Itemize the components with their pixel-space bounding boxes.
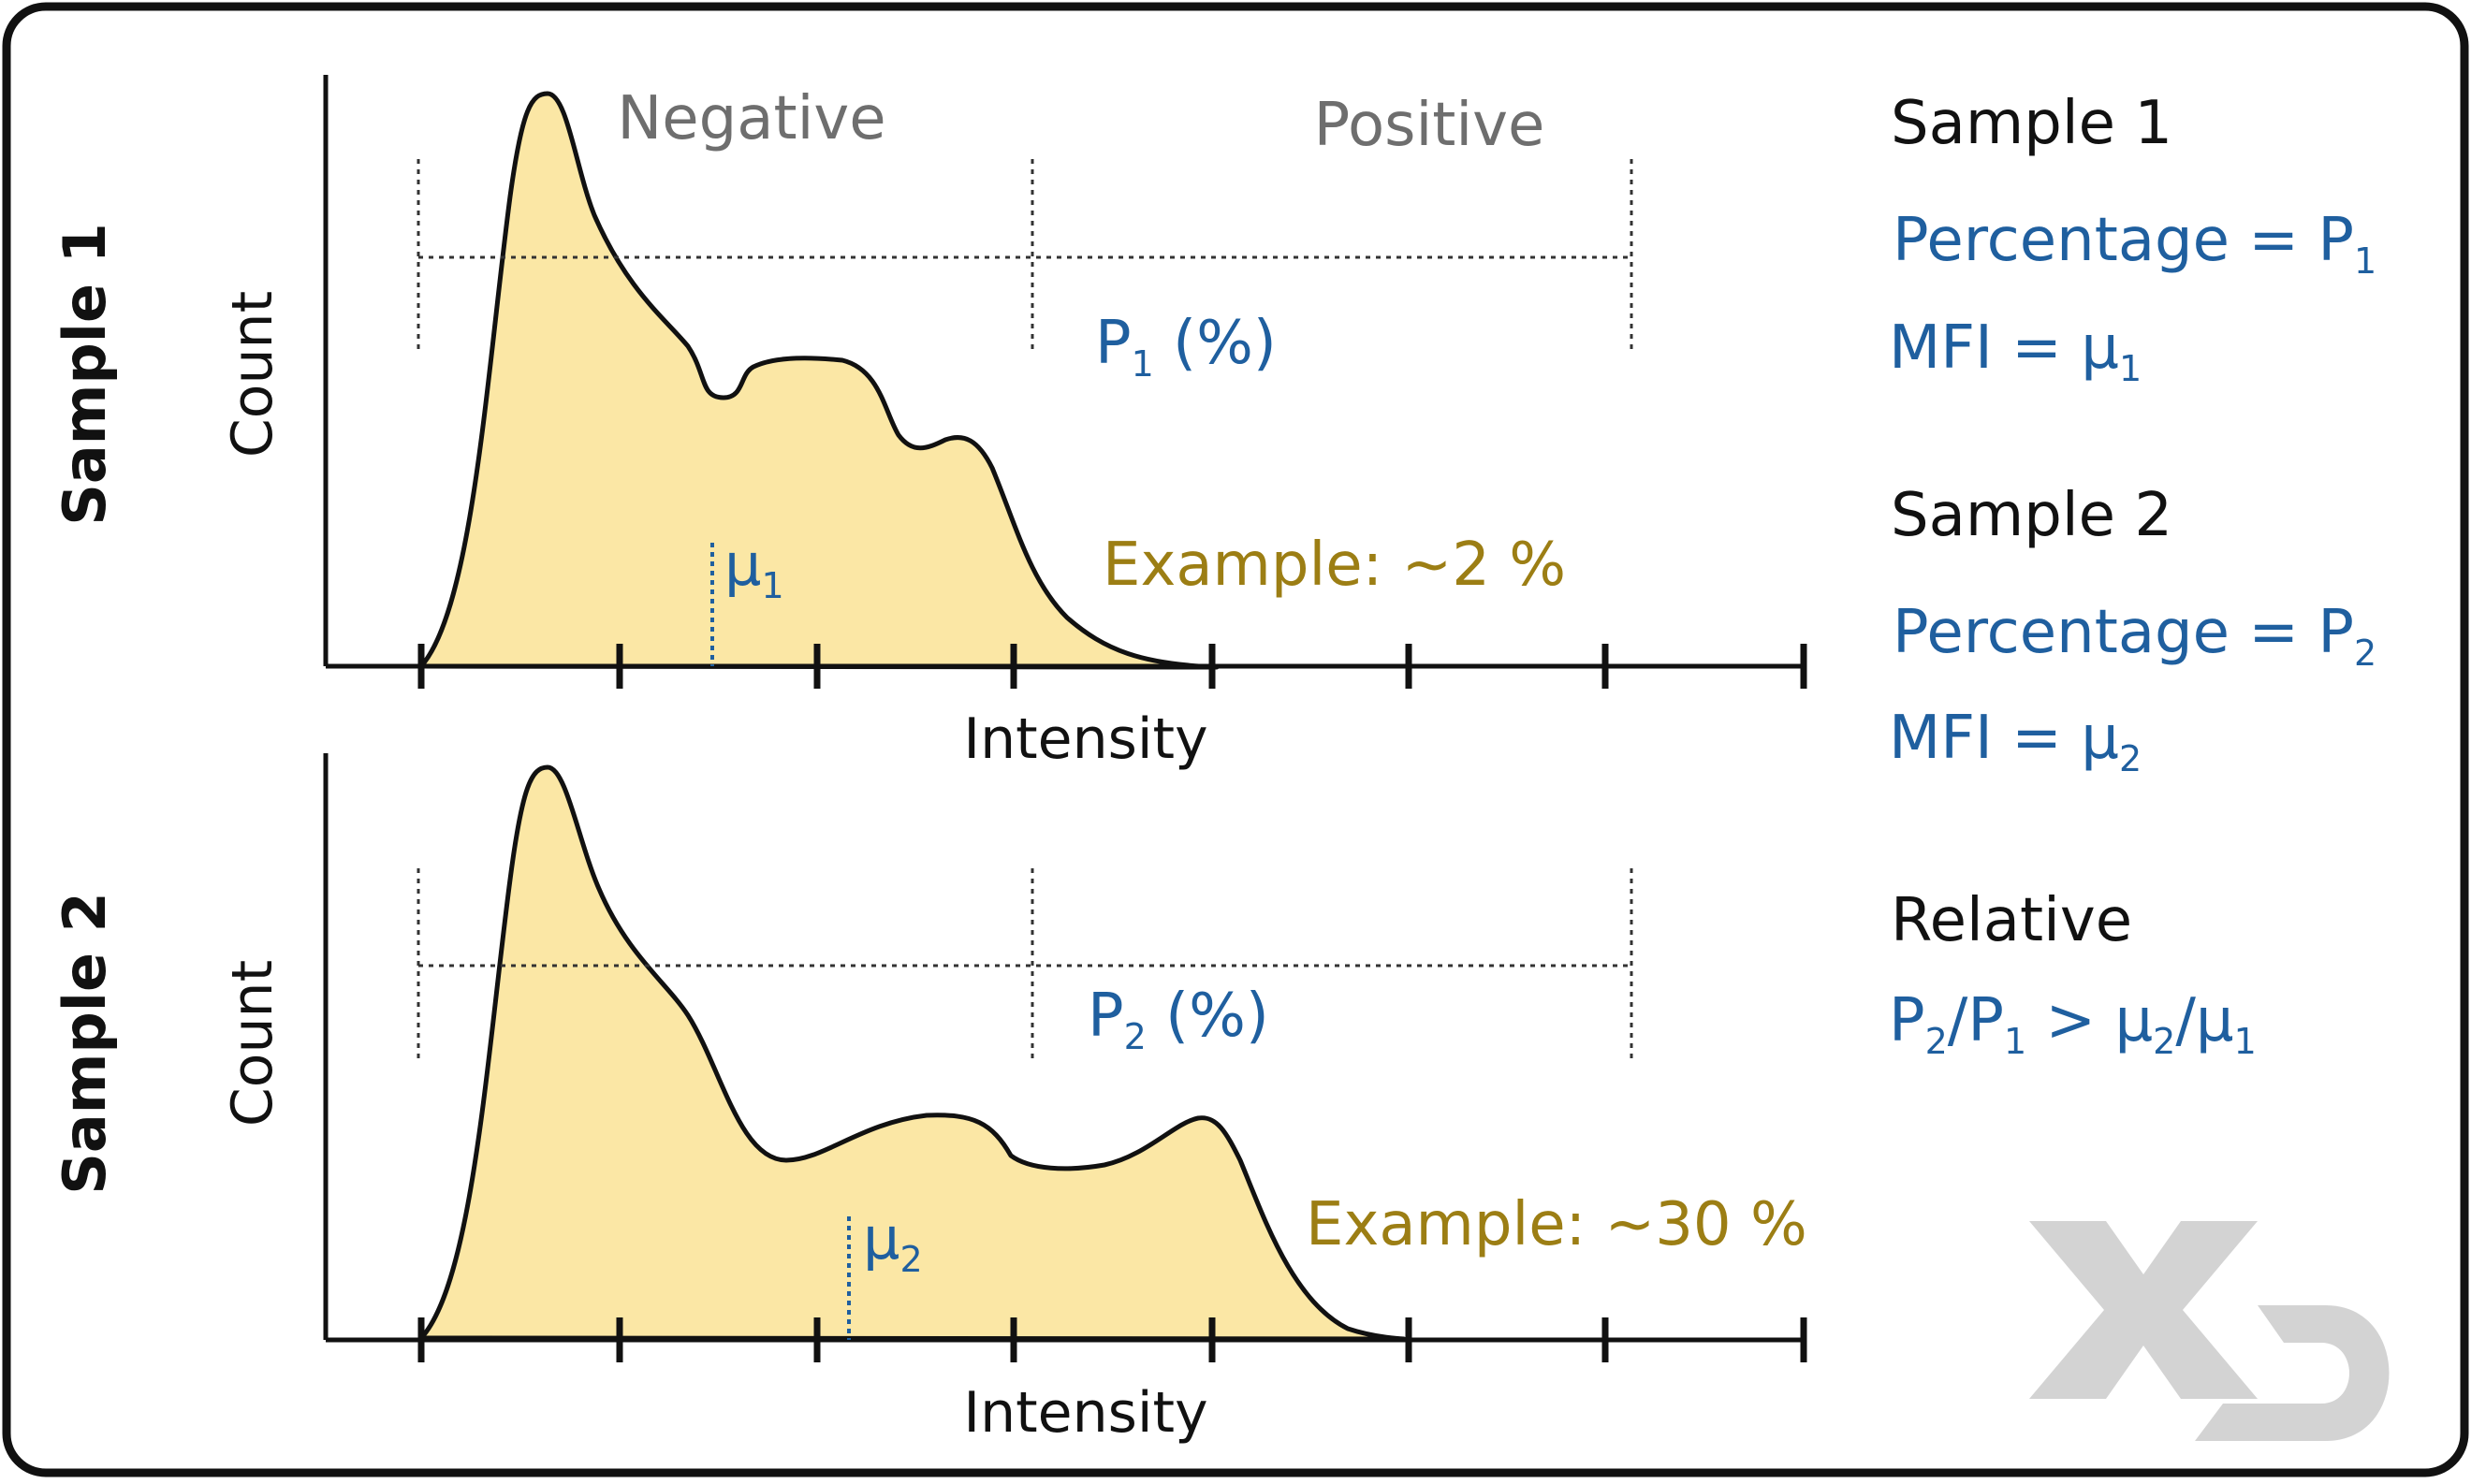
panel-sample-2: Sample 2 Count Intensity P2 (%) μ2 Examp… [51,753,1807,1446]
formula-p-num: P [1889,986,1925,1055]
percent-label-1: P1 (%) [1095,309,1277,385]
histogram-curve-1 [418,91,1220,670]
formula-p-den: /P [1948,986,2004,1055]
x-axis-ticks-2 [417,1317,1807,1362]
mean-label-main: μ [863,1204,899,1273]
formula-mu-num-sub: 2 [2153,1021,2175,1062]
percent-label-sub: 2 [1124,1016,1147,1057]
formula-mu-den-sub: 1 [2234,1021,2257,1062]
percent-label-suffix: (%) [1147,982,1269,1051]
y-axis-label-1: Count [220,291,285,458]
y-axis-label-2: Count [220,960,285,1127]
x-axis-label-2: Intensity [963,1380,1207,1446]
gates-1 [417,159,1633,354]
positive-gate-label: Positive [1314,91,1545,160]
percent-label-main: P [1095,309,1132,378]
mean-label-2: μ2 [863,1204,923,1280]
summary-sample-1-mfi: MFI = μ1 [1889,313,2142,389]
summary-sample-1-percentage: Percentage = P1 [1893,206,2376,282]
mfi-main: MFI = μ [1889,313,2119,383]
example-text-2: Example: ~30 % [1306,1190,1807,1259]
mfi-sub: 2 [2119,738,2142,779]
percent-label-2: P2 (%) [1088,982,1269,1057]
side-title-sample-2: Sample 2 [51,892,119,1195]
formula-p-num-sub: 2 [1925,1021,1948,1062]
summary-sample-1-title: Sample 1 [1891,89,2172,158]
summary-sample-2-percentage: Percentage = P2 [1893,598,2376,674]
percentage-main: Percentage = P [1893,206,2354,275]
formula-mu-den: /μ [2175,986,2233,1055]
mean-label-1: μ1 [724,531,784,606]
mfi-sub: 1 [2119,348,2142,389]
histogram-curve-2 [418,764,1407,1342]
summary-relative-title: Relative [1891,886,2132,955]
summary-sample-2-title: Sample 2 [1891,481,2172,550]
percentage-sub: 2 [2354,633,2376,674]
percentage-sub: 1 [2354,240,2376,282]
summary-relative-formula: P2/P1 > μ2/μ1 [1889,986,2257,1062]
summary-column: Sample 1 Percentage = P1 MFI = μ1 Sample… [1889,89,2376,1062]
xd-logo-icon [2029,1221,2390,1441]
example-text-1: Example: ~2 % [1103,531,1566,600]
percent-label-suffix: (%) [1154,309,1277,378]
side-title-sample-1: Sample 1 [51,223,119,526]
mean-label-sub: 2 [899,1239,922,1280]
gates-2 [417,868,1633,1064]
panel-sample-1: Sample 1 Count Intensity Negative Positi… [51,75,1807,772]
percent-label-sub: 1 [1132,343,1154,385]
percentage-main: Percentage = P [1893,598,2354,667]
negative-gate-label: Negative [617,84,885,153]
percent-label-main: P [1088,982,1124,1051]
formula-p-den-sub: 1 [2004,1021,2026,1062]
summary-sample-2-mfi: MFI = μ2 [1889,704,2142,779]
x-axis-label-1: Intensity [963,706,1207,772]
mfi-main: MFI = μ [1889,704,2119,773]
mean-label-sub: 1 [761,565,783,606]
formula-operator: > [2026,986,2114,1055]
mean-label-main: μ [724,531,761,599]
x-axis-ticks-1 [417,644,1807,689]
formula-mu-num: μ [2114,986,2153,1055]
